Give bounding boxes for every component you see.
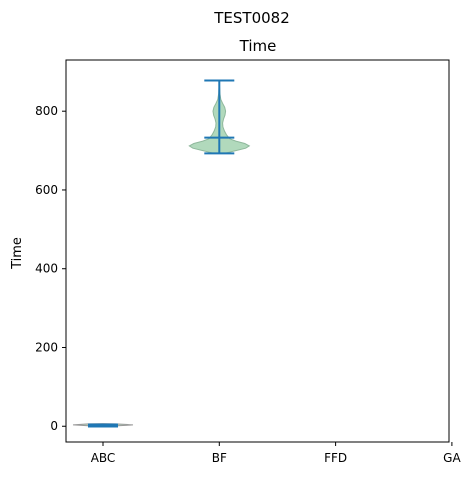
y-tick-label: 200	[35, 340, 58, 354]
y-tick-label: 800	[35, 104, 58, 118]
plot-frame	[65, 59, 450, 443]
chart-suptitle: TEST0082	[213, 9, 290, 27]
y-tick-label: 600	[35, 183, 58, 197]
violin-stats-abc	[88, 423, 118, 428]
y-tick-label: 0	[50, 419, 58, 433]
chart-title: Time	[239, 37, 277, 55]
x-tick-label: FFD	[324, 451, 347, 465]
y-tick-label: 400	[35, 262, 58, 276]
plot-area	[72, 79, 251, 428]
y-axis-label: Time	[10, 237, 25, 270]
x-tick-label: BF	[212, 451, 227, 465]
axes: 0 200 400 600 800 ABC BF FFD GA	[35, 59, 461, 465]
x-tick-label: GA	[443, 451, 461, 465]
x-tick-label: ABC	[91, 451, 116, 465]
